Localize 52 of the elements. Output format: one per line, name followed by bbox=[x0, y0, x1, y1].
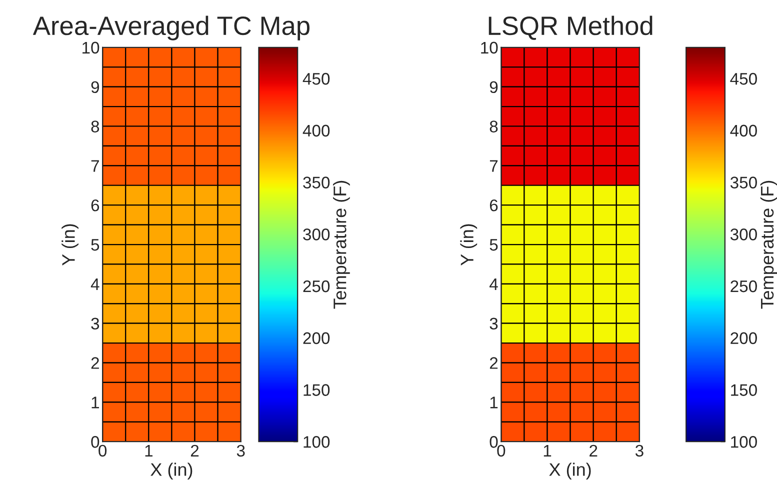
color-bar-label: 100 bbox=[731, 436, 757, 448]
x-axis-title: X (in) bbox=[150, 462, 192, 480]
color-bar-title: Temperature (F) bbox=[760, 180, 777, 309]
color-bar-label: 250 bbox=[730, 280, 757, 292]
y-tick-label: 2 bbox=[490, 357, 498, 369]
y-tick-label: 10 bbox=[481, 42, 498, 54]
y-tick-label: 1 bbox=[92, 396, 99, 408]
x-tick-label: 2 bbox=[190, 444, 199, 456]
y-tick-label: 7 bbox=[91, 160, 99, 172]
color-bar-label: 450 bbox=[730, 72, 757, 85]
color-bar-title: Temperature (F) bbox=[333, 180, 350, 309]
color-bar-label: 400 bbox=[730, 124, 757, 137]
y-axis-title: Y (in) bbox=[62, 224, 78, 266]
y-axis-title: Y (in) bbox=[460, 224, 478, 266]
y-tick-label: 5 bbox=[91, 239, 100, 251]
y-tick-label: 3 bbox=[490, 318, 498, 330]
y-tick-label: 4 bbox=[490, 278, 498, 290]
x-axis-title: X (in) bbox=[549, 462, 591, 480]
color-bar-label: 400 bbox=[302, 124, 330, 137]
y-tick-label: 1 bbox=[490, 396, 498, 408]
x-tick-label: 1 bbox=[544, 445, 552, 456]
x-tick-label: 3 bbox=[236, 444, 245, 457]
color-bar-label: 300 bbox=[730, 228, 757, 240]
color-bar-label: 350 bbox=[730, 176, 757, 188]
y-tick-label: 10 bbox=[82, 42, 100, 54]
y-tick-label: 2 bbox=[91, 357, 99, 369]
x-tick-label: 2 bbox=[590, 444, 598, 456]
color-bar-label: 200 bbox=[730, 332, 757, 344]
color-bar-label: 250 bbox=[303, 280, 330, 292]
y-tick-label: 9 bbox=[91, 81, 99, 94]
y-tick-label: 3 bbox=[91, 318, 100, 330]
y-tick-label: 6 bbox=[91, 199, 100, 212]
y-tick-label: 0 bbox=[490, 436, 498, 448]
y-tick-label: 0 bbox=[91, 436, 100, 448]
color-bar-label: 300 bbox=[303, 228, 330, 240]
y-tick-label: 9 bbox=[490, 81, 498, 94]
color-bar-label: 200 bbox=[303, 332, 330, 344]
color-bar-label: 100 bbox=[304, 436, 330, 448]
y-tick-label: 4 bbox=[90, 278, 100, 290]
y-tick-label: 8 bbox=[490, 120, 498, 132]
y-tick-label: 8 bbox=[91, 120, 100, 132]
x-tick-label: 3 bbox=[635, 444, 644, 457]
color-bar-label: 450 bbox=[302, 72, 330, 85]
y-tick-label: 7 bbox=[490, 160, 498, 172]
color-bar-label: 150 bbox=[731, 384, 757, 396]
x-tick-label: 1 bbox=[145, 445, 152, 456]
y-tick-label: 5 bbox=[490, 239, 498, 251]
color-bar-label: 150 bbox=[304, 384, 330, 396]
y-tick-label: 6 bbox=[490, 199, 498, 212]
chart-title: Area-Averaged TC Map bbox=[32, 16, 310, 40]
color-bar-label: 350 bbox=[303, 176, 330, 188]
chart-title: LSQR Method bbox=[488, 16, 652, 40]
